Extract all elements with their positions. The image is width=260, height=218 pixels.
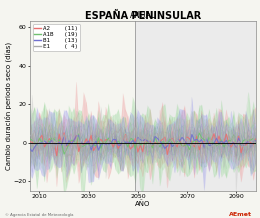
Bar xyxy=(180,21,256,191)
Title: ESPAÑA PENINSULAR: ESPAÑA PENINSULAR xyxy=(84,11,201,21)
Legend: A2    (11), A1B   (19), B1    (13), E1    ( 4): A2 (11), A1B (19), B1 (13), E1 ( 4) xyxy=(32,24,80,51)
Bar xyxy=(135,21,180,191)
Y-axis label: Cambio duración periodo seco (días): Cambio duración periodo seco (días) xyxy=(4,42,12,170)
X-axis label: AÑO: AÑO xyxy=(135,201,151,207)
Text: © Agencia Estatal de Meteorología: © Agencia Estatal de Meteorología xyxy=(5,213,74,217)
Text: ANUAL: ANUAL xyxy=(130,11,156,20)
Text: AEmet: AEmet xyxy=(229,212,252,217)
